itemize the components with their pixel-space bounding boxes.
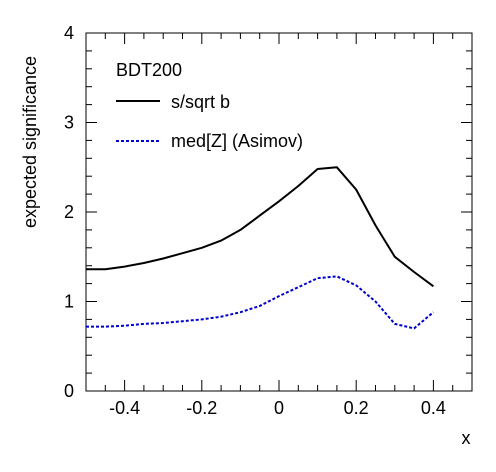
legend: BDT200 s/sqrt b med[Z] (Asimov)	[116, 60, 303, 151]
y-tick-label: 0	[64, 381, 74, 401]
axis-tick-labels: -0.4 -0.2 0 0.2 0.4 0 1 2 3 4	[64, 23, 446, 418]
y-tick-label: 1	[64, 292, 74, 312]
x-tick-label: -0.4	[109, 398, 140, 418]
axis-ticks	[85, 32, 473, 392]
y-axis-label: expected significance	[20, 56, 40, 228]
series-line-s-sqrt-b	[86, 166, 434, 288]
x-tick-label: 0	[274, 398, 284, 418]
legend-title: BDT200	[116, 60, 182, 80]
x-tick-label: -0.2	[186, 398, 217, 418]
series-lines	[86, 166, 435, 330]
y-tick-label: 4	[64, 23, 74, 43]
series-line-med-z-asimov	[86, 275, 435, 330]
x-tick-label: 0.4	[421, 398, 446, 418]
plot-frame	[85, 32, 473, 392]
y-tick-label: 2	[64, 202, 74, 222]
y-tick-label: 3	[64, 113, 74, 133]
x-axis-label: x	[462, 428, 471, 448]
x-tick-label: 0.2	[344, 398, 369, 418]
legend-label-med-z-asimov: med[Z] (Asimov)	[171, 131, 303, 151]
legend-label-s-sqrt-b: s/sqrt b	[171, 92, 230, 112]
